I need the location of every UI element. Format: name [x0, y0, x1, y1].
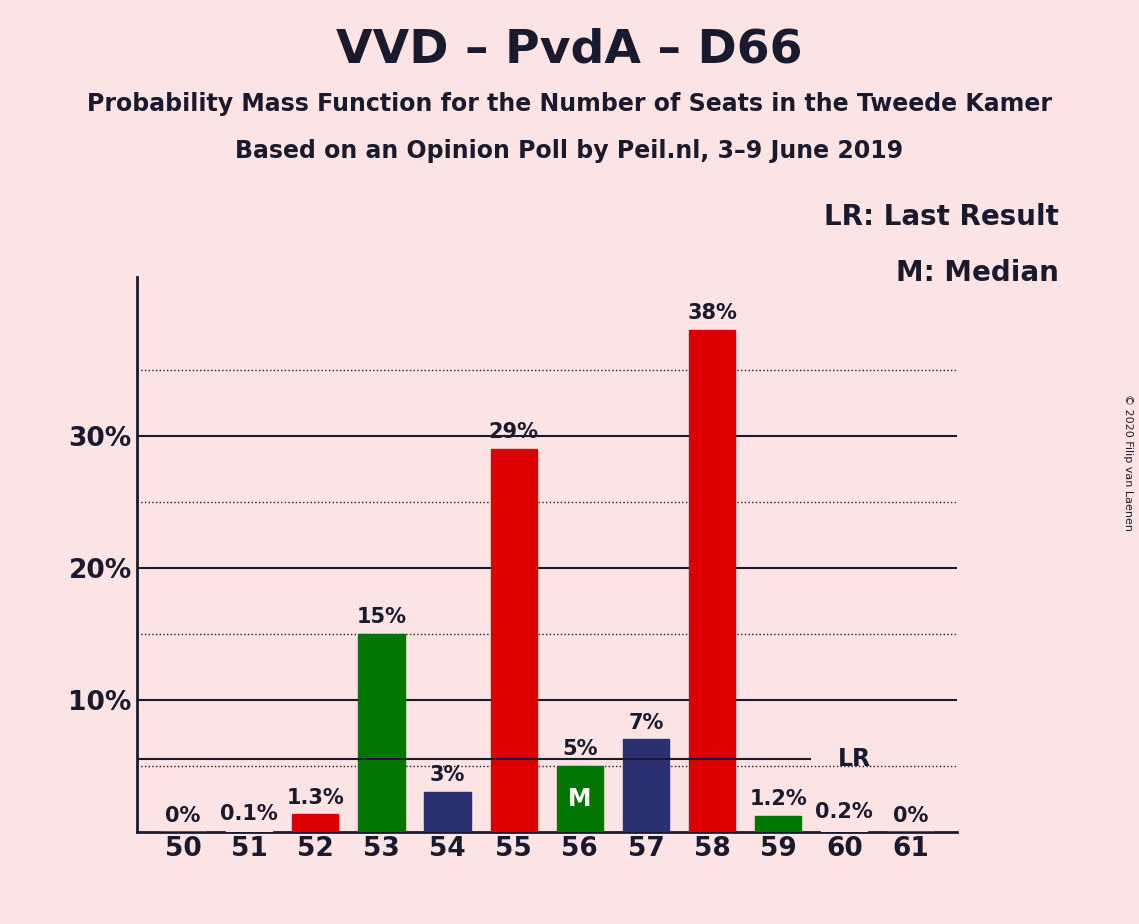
- Text: 0.2%: 0.2%: [816, 802, 874, 822]
- Bar: [226, 831, 272, 832]
- Text: LR: Last Result: LR: Last Result: [825, 203, 1059, 231]
- Bar: [292, 814, 338, 832]
- Text: Probability Mass Function for the Number of Seats in the Tweede Kamer: Probability Mass Function for the Number…: [87, 92, 1052, 116]
- Text: 38%: 38%: [687, 303, 737, 323]
- Bar: [491, 449, 536, 832]
- Text: 1.3%: 1.3%: [286, 788, 344, 808]
- Text: 0%: 0%: [165, 807, 200, 826]
- Text: 0%: 0%: [893, 807, 928, 826]
- Text: 3%: 3%: [429, 765, 465, 785]
- Bar: [425, 792, 470, 832]
- Bar: [557, 766, 603, 832]
- Text: 15%: 15%: [357, 607, 407, 627]
- Bar: [755, 816, 802, 832]
- Bar: [623, 739, 669, 832]
- Text: M: Median: M: Median: [896, 259, 1059, 286]
- Bar: [359, 634, 404, 832]
- Text: M: M: [568, 786, 591, 810]
- Text: 1.2%: 1.2%: [749, 789, 808, 809]
- Text: 29%: 29%: [489, 422, 539, 443]
- Text: 7%: 7%: [629, 712, 664, 733]
- Text: VVD – PvdA – D66: VVD – PvdA – D66: [336, 28, 803, 73]
- Text: 0.1%: 0.1%: [220, 804, 278, 823]
- Text: LR: LR: [837, 747, 871, 771]
- Bar: [689, 330, 735, 832]
- Text: 5%: 5%: [562, 739, 598, 759]
- Text: © 2020 Filip van Laenen: © 2020 Filip van Laenen: [1123, 394, 1133, 530]
- Text: Based on an Opinion Poll by Peil.nl, 3–9 June 2019: Based on an Opinion Poll by Peil.nl, 3–9…: [236, 139, 903, 163]
- Bar: [821, 829, 868, 832]
